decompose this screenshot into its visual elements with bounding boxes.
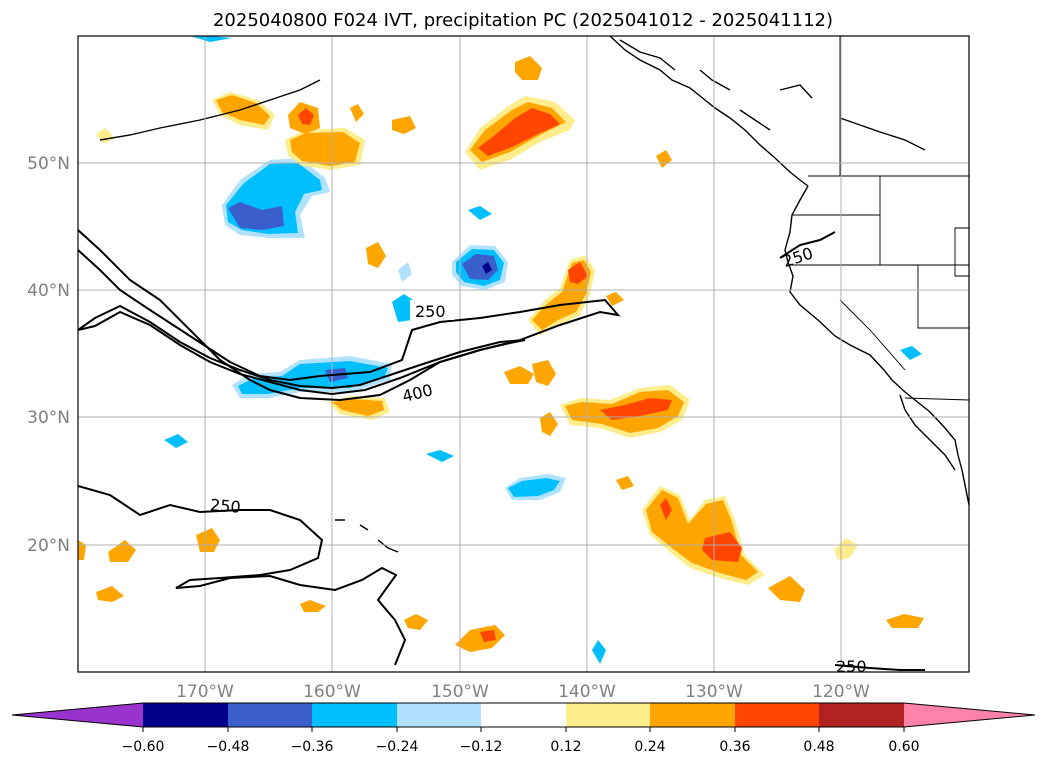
coastlines <box>99 36 969 553</box>
lon-label: 170°W <box>176 682 234 702</box>
contour-label: 250 <box>836 657 867 676</box>
anomaly-positive <box>290 132 360 166</box>
anomaly-positive <box>768 576 805 602</box>
map-area: 250 400 250 250 250 <box>78 36 969 676</box>
anomaly-negative <box>398 262 412 282</box>
anomaly-negative <box>164 434 188 448</box>
colorbar-tick-label: −0.48 <box>207 739 250 755</box>
political-borders <box>790 36 969 401</box>
anomaly-positive <box>478 108 560 156</box>
anomaly-positive <box>616 476 634 490</box>
gridlines <box>78 36 969 672</box>
anomaly-positive <box>532 360 556 386</box>
anomaly-negative <box>228 202 284 230</box>
lon-label: 160°W <box>303 682 361 702</box>
anomaly-positive <box>480 630 496 642</box>
anomaly-positive <box>332 399 384 416</box>
anomaly-positive <box>834 538 858 560</box>
map-title: 2025040800 F024 IVT, precipitation PC (2… <box>213 10 833 31</box>
anomaly-positive <box>660 498 672 520</box>
colorbar-over-arrow <box>904 703 1035 727</box>
anomaly-negative <box>462 254 498 280</box>
lon-label: 130°W <box>685 682 743 702</box>
lat-label: 20°N <box>27 536 70 556</box>
anomaly-positive <box>404 614 428 630</box>
latitude-labels: 50°N 40°N 30°N 20°N <box>27 154 70 556</box>
colorbar-ticks <box>142 727 905 732</box>
anomaly-positive <box>568 262 588 284</box>
colorbar-bin <box>143 703 228 727</box>
anomaly-positive <box>886 614 924 628</box>
colorbar-bin <box>312 703 397 727</box>
colorbar-bin <box>566 703 650 727</box>
longitude-labels: 170°W 160°W 150°W 140°W 130°W 120°W <box>176 682 870 702</box>
anomaly-positive <box>216 95 270 125</box>
anomaly-positive <box>298 108 314 125</box>
lon-label: 140°W <box>558 682 616 702</box>
anomaly-positive <box>702 532 742 562</box>
lat-label: 40°N <box>27 281 70 301</box>
colorbar-bin <box>228 703 312 727</box>
colorbar-bin <box>819 703 904 727</box>
anomaly-positive <box>504 366 534 384</box>
colorbar-tick-label: −0.12 <box>460 739 503 755</box>
lon-label: 150°W <box>431 682 489 702</box>
anomaly-positive <box>540 412 558 436</box>
anomaly-positive <box>96 128 114 144</box>
anomaly-negative <box>592 640 606 664</box>
contour-label: 250 <box>209 495 241 517</box>
colorbar-tick-label: 0.12 <box>550 739 581 755</box>
anomaly-negative <box>190 36 232 42</box>
lat-label: 50°N <box>27 154 70 174</box>
colorbar: −0.60 −0.48 −0.36 −0.24 −0.12 0.12 0.24 … <box>11 702 1036 755</box>
colorbar-tick-label: −0.60 <box>122 739 165 755</box>
colorbar-tick-label: 0.48 <box>803 739 834 755</box>
lat-label: 30°N <box>27 408 70 428</box>
ivt-contours <box>78 229 925 671</box>
anomaly-positive <box>366 242 386 268</box>
anomaly-negative <box>482 262 492 274</box>
contour-labels: 250 400 250 250 250 <box>209 244 867 676</box>
anomaly-negative <box>900 346 922 360</box>
anomaly-positive <box>606 292 624 306</box>
colorbar-bin <box>735 703 819 727</box>
colorbar-under-arrow <box>12 703 143 727</box>
anomaly-negative <box>508 478 560 497</box>
lon-label: 120°W <box>812 682 870 702</box>
colorbar-tick-label: −0.24 <box>376 739 419 755</box>
contour-label: 250 <box>415 302 446 321</box>
anomaly-positive <box>300 600 326 612</box>
colorbar-tick-label: 0.60 <box>888 739 919 755</box>
anomaly-negative <box>468 206 492 220</box>
precip-anomaly-shading <box>78 36 924 664</box>
colorbar-bin <box>397 703 481 727</box>
anomaly-positive <box>96 586 124 602</box>
colorbar-tick-labels: −0.60 −0.48 −0.36 −0.24 −0.12 0.12 0.24 … <box>122 739 920 755</box>
colorbar-tick-label: 0.36 <box>719 739 750 755</box>
anomaly-positive <box>196 528 220 552</box>
colorbar-tick-label: 0.24 <box>634 739 665 755</box>
map-frame <box>77 35 970 673</box>
anomaly-positive <box>600 398 672 420</box>
anomaly-positive <box>350 104 364 122</box>
anomaly-negative <box>426 450 454 462</box>
colorbar-bin <box>481 703 566 727</box>
colorbar-tick-label: −0.36 <box>291 739 334 755</box>
anomaly-positive <box>515 56 542 80</box>
anomaly-positive <box>392 116 416 134</box>
colorbar-bin <box>650 703 735 727</box>
